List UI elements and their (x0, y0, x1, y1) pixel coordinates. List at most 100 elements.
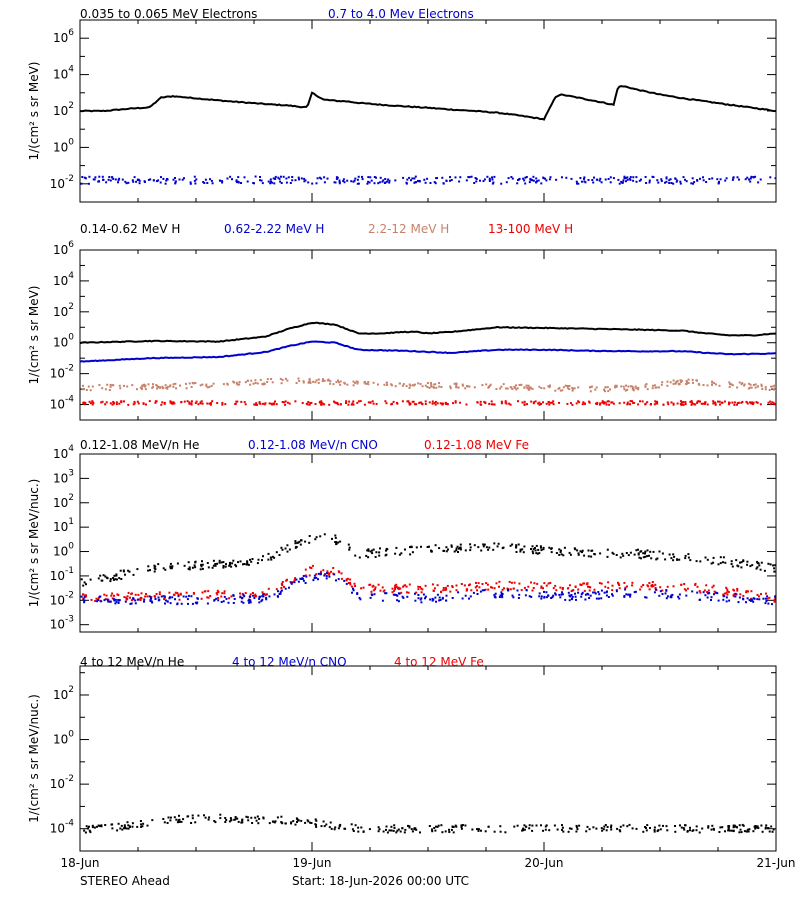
data-point (310, 401, 313, 404)
data-point (575, 402, 578, 405)
data-point (174, 180, 177, 183)
data-point (216, 562, 219, 565)
data-point (215, 597, 218, 600)
data-point (229, 563, 231, 566)
data-point (120, 578, 123, 580)
data-point (333, 400, 335, 403)
data-point (523, 400, 526, 403)
data-point (413, 383, 416, 386)
data-point (345, 402, 347, 404)
data-point (173, 816, 176, 819)
data-point (606, 386, 609, 389)
data-point (362, 830, 365, 833)
data-point (587, 555, 590, 558)
data-point (403, 831, 406, 834)
data-point (517, 597, 520, 599)
data-point (493, 403, 496, 406)
data-point (455, 547, 458, 550)
data-point (533, 401, 535, 404)
data-point (188, 401, 191, 404)
data-point (328, 575, 331, 578)
data-point (85, 825, 88, 828)
data-point (258, 401, 261, 404)
data-point (489, 383, 492, 386)
data-point (267, 558, 270, 561)
data-point (269, 556, 272, 559)
data-point (747, 387, 750, 390)
data-point (715, 383, 717, 386)
data-point (175, 387, 178, 390)
data-point (645, 182, 648, 184)
data-point (534, 549, 537, 552)
data-point (438, 599, 441, 602)
data-point (250, 379, 253, 382)
data-point (199, 401, 202, 404)
data-point (442, 589, 445, 592)
data-point (457, 551, 459, 553)
data-point (378, 554, 381, 557)
data-point (154, 401, 157, 404)
data-point (549, 581, 552, 584)
data-point (136, 598, 139, 601)
data-point (97, 577, 100, 580)
data-point (517, 179, 519, 181)
data-point (516, 387, 519, 390)
data-point (363, 381, 366, 384)
data-point (722, 561, 724, 564)
data-point (735, 559, 738, 562)
data-point (738, 831, 741, 834)
data-point (274, 175, 277, 178)
data-point (232, 559, 235, 562)
data-point (104, 598, 107, 601)
data-point (639, 550, 642, 553)
data-point (676, 558, 678, 561)
data-point (141, 825, 144, 828)
data-point (88, 400, 91, 403)
data-point (680, 400, 682, 403)
data-point (430, 550, 433, 553)
data-point (98, 175, 101, 178)
data-point (690, 403, 693, 406)
data-point (581, 403, 584, 406)
data-point (379, 589, 382, 592)
data-point (255, 595, 258, 598)
data-point (183, 177, 185, 180)
data-point (225, 597, 228, 600)
data-point (752, 597, 755, 600)
data-point (620, 385, 623, 388)
data-point (686, 830, 689, 833)
data-point (94, 176, 97, 179)
data-point (570, 597, 573, 600)
data-point (730, 563, 733, 565)
data-point (267, 180, 270, 183)
data-point (637, 553, 640, 556)
data-point (642, 830, 645, 833)
data-point (573, 387, 576, 390)
y-axis-label: 1/(cm² s sr MeV) (27, 286, 41, 385)
data-point (681, 401, 683, 404)
data-point (164, 602, 166, 605)
data-point (360, 587, 363, 590)
data-point (751, 401, 754, 404)
data-point (622, 385, 625, 388)
data-point (682, 401, 685, 404)
data-point (245, 815, 248, 818)
data-point (424, 400, 427, 403)
data-point (420, 597, 423, 600)
data-point (115, 600, 118, 603)
series-line (80, 340, 776, 363)
data-point (308, 403, 311, 406)
data-point (335, 543, 338, 546)
data-point (499, 830, 502, 833)
data-point (142, 384, 145, 387)
data-point (116, 829, 119, 832)
data-point (169, 567, 172, 570)
data-point (248, 601, 251, 604)
data-point (104, 575, 107, 578)
series-line (80, 85, 776, 121)
data-point (171, 402, 174, 405)
legend-entry: 2.2-12 MeV H (368, 222, 449, 236)
data-point (230, 565, 233, 568)
data-point (122, 569, 125, 572)
data-point (221, 403, 224, 406)
